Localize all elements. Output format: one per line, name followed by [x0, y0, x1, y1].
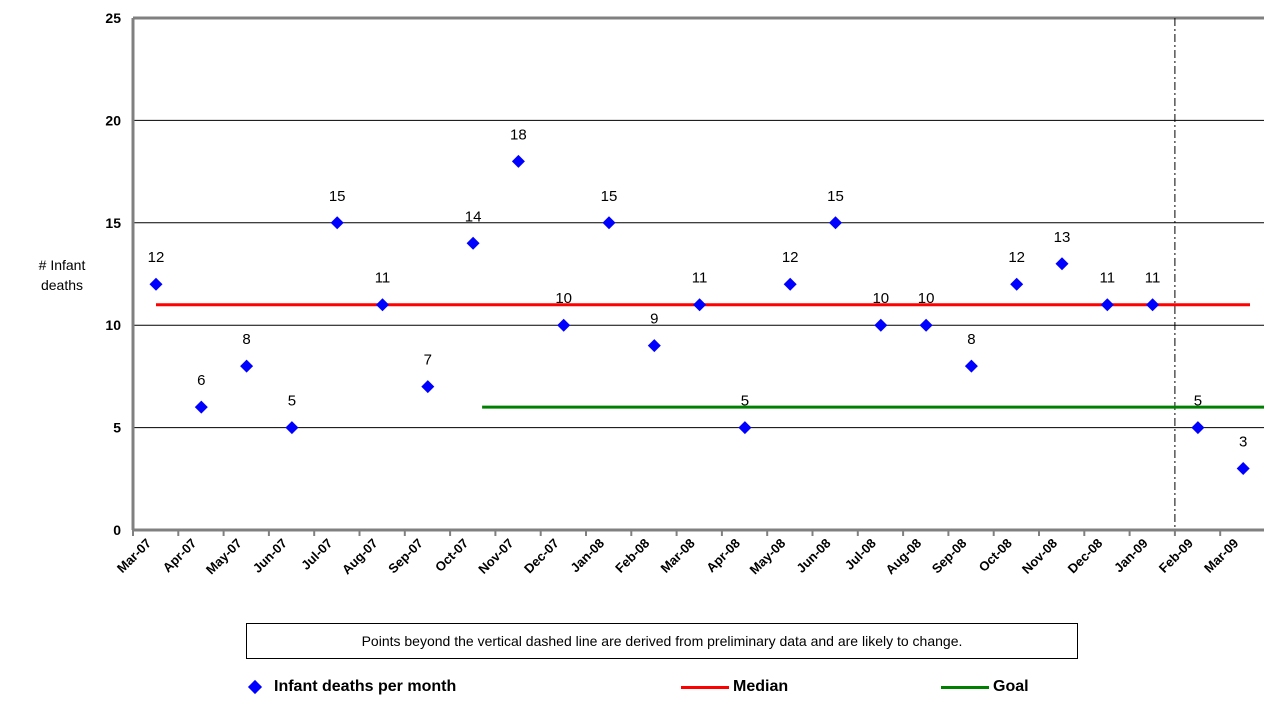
data-label: 5 [1194, 393, 1202, 410]
data-point [285, 421, 299, 435]
data-point [1055, 257, 1069, 271]
x-tick-label: Aug-07 [339, 536, 381, 578]
legend-label-goal: Goal [993, 678, 1029, 695]
legend-item-median: Median [681, 676, 788, 698]
data-point [738, 421, 752, 435]
x-tick-label: Dec-08 [1065, 536, 1106, 577]
data-label: 5 [288, 393, 296, 410]
data-point [964, 359, 978, 373]
data-label: 13 [1054, 229, 1071, 246]
data-point [466, 236, 480, 250]
legend-item-goal: Goal [941, 676, 1029, 698]
legend-diamond-marker [247, 679, 263, 695]
data-point [602, 216, 616, 230]
data-point [330, 216, 344, 230]
data-point [1146, 298, 1160, 312]
data-label: 11 [375, 270, 391, 287]
data-label: 7 [424, 352, 432, 369]
preliminary-data-note: Points beyond the vertical dashed line a… [246, 623, 1078, 659]
data-point [240, 359, 254, 373]
data-point [1100, 298, 1114, 312]
y-axis-label: # Infant deaths [38, 257, 86, 293]
x-tick-label: Nov-07 [475, 536, 516, 577]
data-label: 8 [967, 331, 975, 348]
data-label: 15 [601, 188, 618, 205]
x-tick-label: Mar-09 [1201, 536, 1241, 576]
data-label: 6 [197, 372, 205, 389]
data-label: 11 [1145, 270, 1161, 287]
data-point [829, 216, 842, 230]
data-label: 11 [1100, 270, 1116, 287]
x-tick-label: Feb-08 [612, 536, 652, 576]
data-label: 12 [782, 249, 799, 266]
data-label: 14 [465, 208, 482, 225]
data-label: 15 [329, 188, 346, 205]
data-point [1191, 421, 1205, 435]
x-tick-label: Apr-07 [160, 536, 200, 576]
x-tick-label: Jan-08 [567, 536, 607, 576]
data-label: 8 [242, 331, 250, 348]
data-point [919, 318, 933, 332]
data-point [194, 400, 208, 414]
data-label: 3 [1239, 434, 1247, 451]
data-label: 12 [148, 249, 165, 266]
data-point [557, 318, 571, 332]
data-label: 5 [741, 393, 749, 410]
data-label: 9 [650, 311, 658, 328]
legend-label-deaths: Infant deaths per month [274, 678, 457, 695]
data-label: 11 [692, 270, 708, 287]
y-tick-label: 5 [113, 420, 121, 436]
data-point [693, 298, 707, 312]
data-label: 10 [555, 290, 572, 307]
data-label: 12 [1008, 249, 1025, 266]
y-tick-label: 15 [105, 215, 121, 231]
data-point [647, 339, 661, 353]
x-tick-label: Dec-07 [521, 536, 562, 577]
data-label: 18 [510, 126, 527, 143]
legend-median-line [681, 685, 729, 689]
x-tick-label: Jul-08 [842, 536, 879, 573]
x-tick-label: Oct-07 [432, 536, 471, 575]
x-tick-label: Aug-08 [882, 536, 924, 578]
y-tick-label: 0 [113, 522, 121, 538]
x-tick-label: Jan-09 [1111, 536, 1151, 576]
data-point [1236, 462, 1250, 476]
x-tick-label: Jun-07 [250, 536, 290, 576]
legend-goal-line [941, 685, 989, 689]
data-point [874, 318, 888, 332]
data-point [421, 380, 435, 394]
x-tick-label: Mar-08 [657, 536, 697, 576]
x-tick-label: Jul-07 [298, 536, 335, 573]
data-label: 15 [827, 188, 844, 205]
x-tick-label: Jun-08 [793, 536, 833, 576]
y-tick-label: 20 [105, 112, 121, 128]
data-point [376, 298, 389, 312]
data-point [783, 277, 797, 291]
data-label: 10 [918, 290, 935, 307]
x-tick-label: Mar-07 [114, 536, 154, 576]
y-tick-label: 25 [105, 10, 121, 26]
x-tick-label: May-08 [747, 536, 789, 578]
x-tick-label: Oct-08 [976, 536, 1015, 575]
data-point [511, 154, 525, 168]
x-tick-label: May-07 [203, 536, 245, 578]
legend-item-deaths: Infant deaths per month [247, 676, 457, 698]
x-tick-label: Sep-07 [385, 536, 426, 577]
legend-label-median: Median [733, 678, 789, 695]
x-tick-label: Nov-08 [1019, 536, 1060, 577]
x-tick-label: Feb-09 [1156, 536, 1196, 576]
data-label: 10 [872, 290, 889, 307]
y-tick-label: 10 [105, 317, 121, 333]
data-point [1010, 277, 1024, 291]
x-tick-label: Apr-08 [703, 536, 743, 576]
x-tick-label: Sep-08 [929, 536, 970, 577]
data-point [149, 277, 163, 291]
